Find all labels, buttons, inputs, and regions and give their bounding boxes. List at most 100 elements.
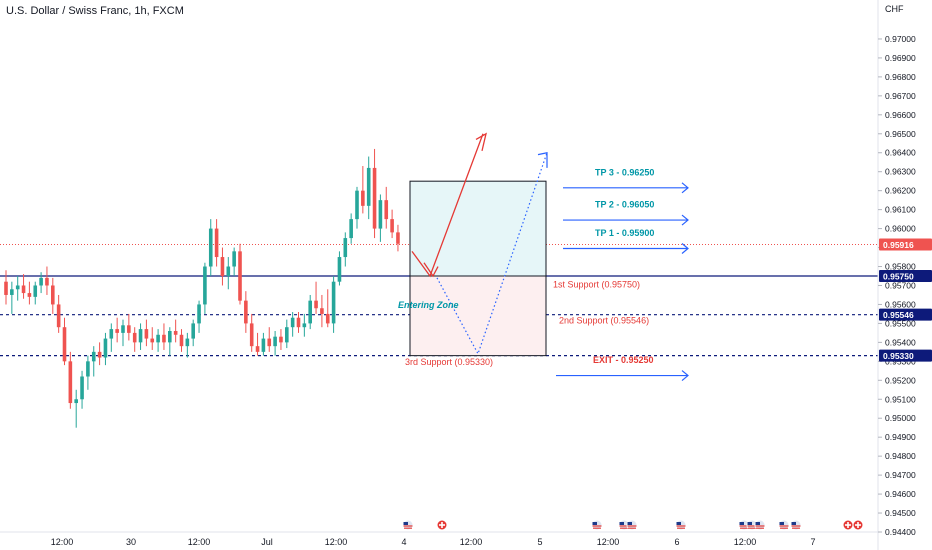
support2-label: 2nd Support (0.95546) <box>559 315 649 325</box>
candle-body <box>185 338 190 347</box>
candle-body <box>390 219 394 233</box>
swiss-cross-v <box>847 522 849 528</box>
us-flag-canton <box>779 522 784 525</box>
candle-body <box>162 334 166 343</box>
y-tick-label: 0.96400 <box>885 148 916 158</box>
candle-body <box>273 336 277 347</box>
candle-body <box>296 317 301 328</box>
candle-body <box>355 190 359 220</box>
x-tick-label: 7 <box>810 537 815 547</box>
price-badge-label: 0.95750 <box>883 272 914 282</box>
price-badge <box>879 238 932 251</box>
candle-body <box>74 399 78 404</box>
x-tick-label: 12:00 <box>325 537 348 547</box>
candle-body <box>267 338 272 347</box>
y-tick-label: 0.95200 <box>885 375 916 385</box>
y-tick-label: 0.94800 <box>885 451 916 461</box>
candle-body <box>314 300 318 309</box>
price-badge <box>879 308 932 321</box>
support3-label: 3rd Support (0.95330) <box>405 357 493 367</box>
y-tick-label: 0.96100 <box>885 205 916 215</box>
entry-zone-label: Entering Zone <box>398 300 459 310</box>
x-tick-label: 6 <box>674 537 679 547</box>
support1-label: 1st Support (0.95750) <box>553 279 640 289</box>
y-tick-label: 0.96200 <box>885 186 916 196</box>
candle-body <box>127 325 131 333</box>
y-tick-label: 0.94600 <box>885 489 916 499</box>
candle-body <box>343 238 348 258</box>
candle-body <box>238 251 242 301</box>
candle-body <box>220 257 225 276</box>
red-arrowhead-mid <box>423 262 439 278</box>
target-zone-box[interactable] <box>409 180 547 277</box>
y-tick-label: 0.94400 <box>885 527 916 537</box>
red-arrowhead-top <box>475 132 487 151</box>
us-flag-canton <box>619 522 624 525</box>
candle-body <box>86 361 90 377</box>
x-tick-label: 12:00 <box>51 537 74 547</box>
candle-body <box>173 330 178 335</box>
y-tick-label: 0.96600 <box>885 110 916 120</box>
red-path-line[interactable] <box>411 133 484 278</box>
candle-body <box>156 334 160 343</box>
candle-body <box>39 277 43 286</box>
candle-body <box>45 277 49 286</box>
us-flag-canton <box>755 522 760 525</box>
x-tick-label: 12:00 <box>597 537 620 547</box>
tp2-label: TP 2 - 0.96050 <box>595 200 654 210</box>
y-tick-label: 0.96900 <box>885 53 916 63</box>
swiss-cross-v <box>857 522 859 528</box>
candle-body <box>349 219 353 239</box>
y-tick-label: 0.95500 <box>885 318 916 328</box>
us-flag-canton <box>791 522 796 525</box>
exit-arrow-arrowhead <box>681 370 689 382</box>
candle-body <box>168 330 172 343</box>
entry-zone-box[interactable] <box>409 275 547 357</box>
price-badge <box>879 270 932 282</box>
y-tick-label: 0.94700 <box>885 470 916 480</box>
blue-dotted-path[interactable] <box>436 152 548 356</box>
candle-body <box>103 338 108 358</box>
candle-body <box>56 304 61 328</box>
candle-body <box>244 300 248 324</box>
us-flag-canton <box>592 522 597 525</box>
candle-body <box>226 266 231 276</box>
candle-body <box>308 300 312 324</box>
candle-body <box>208 228 213 267</box>
candle-body <box>33 285 38 297</box>
y-tick-label: 0.94500 <box>885 508 916 518</box>
candle-body <box>21 285 26 294</box>
us-flag-canton <box>739 522 744 525</box>
tp2-arrow-arrowhead <box>681 214 689 226</box>
price-badge-label: 0.95330 <box>883 351 914 361</box>
price-badge <box>879 349 932 362</box>
x-tick-label: 30 <box>126 537 136 547</box>
y-tick-label: 0.95700 <box>885 280 916 290</box>
candle-body <box>214 228 219 258</box>
swiss-cross-v <box>441 522 443 528</box>
y-tick-label: 0.95100 <box>885 394 916 404</box>
candle-body <box>279 336 283 343</box>
y-tick-label: 0.94900 <box>885 432 916 442</box>
x-tick-label: Jul <box>261 537 273 547</box>
x-tick-label: 4 <box>401 537 406 547</box>
us-flag-canton <box>627 522 632 525</box>
candle-body <box>378 200 383 229</box>
candle-body <box>285 327 289 343</box>
x-tick-label: 12:00 <box>734 537 757 547</box>
candle-body <box>255 346 260 352</box>
candle-body <box>68 361 73 404</box>
candle-body <box>4 281 8 295</box>
blue-arrowhead <box>537 152 548 168</box>
currency-label: CHF <box>885 4 904 14</box>
tp3-label: TP 3 - 0.96250 <box>595 167 654 177</box>
y-tick-label: 0.97000 <box>885 34 916 44</box>
tp1-label: TP 1 - 0.95900 <box>595 228 654 238</box>
candle-body <box>366 167 371 206</box>
x-tick-label: 12:00 <box>460 537 483 547</box>
us-flag-canton <box>403 522 408 525</box>
candle-body <box>232 251 236 267</box>
us-flag-canton <box>747 522 752 525</box>
y-tick-label: 0.96500 <box>885 129 916 139</box>
